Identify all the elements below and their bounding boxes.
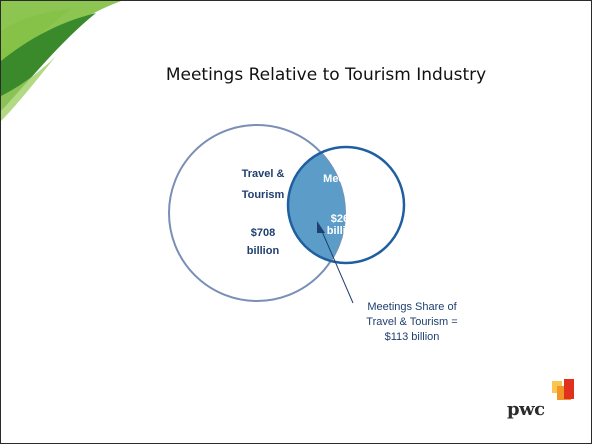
- travel-tourism-value: $708 billion: [223, 224, 303, 260]
- meetings-label: Meetings: [323, 173, 371, 185]
- meetings-circle: [286, 145, 406, 265]
- meetings-share-callout: Meetings Share of Travel & Tourism = $11…: [337, 300, 487, 345]
- callout-arrowhead: [317, 221, 325, 233]
- slide-title: Meetings Relative to Tourism Industry: [165, 65, 487, 85]
- meetings-value: $263 billion: [315, 213, 371, 237]
- meetings-value-text: $263 billion: [326, 213, 360, 237]
- travel-tourism-label: Travel & Tourism: [223, 164, 303, 206]
- travel-tourism-value-text: $708 billion: [246, 227, 280, 257]
- pwc-logo-text: pwc: [507, 399, 545, 420]
- travel-tourism-label-text: Travel & Tourism: [241, 168, 285, 201]
- meetings-share-callout-text: Meetings Share of Travel & Tourism = $11…: [366, 301, 458, 343]
- callout-line: [320, 228, 354, 304]
